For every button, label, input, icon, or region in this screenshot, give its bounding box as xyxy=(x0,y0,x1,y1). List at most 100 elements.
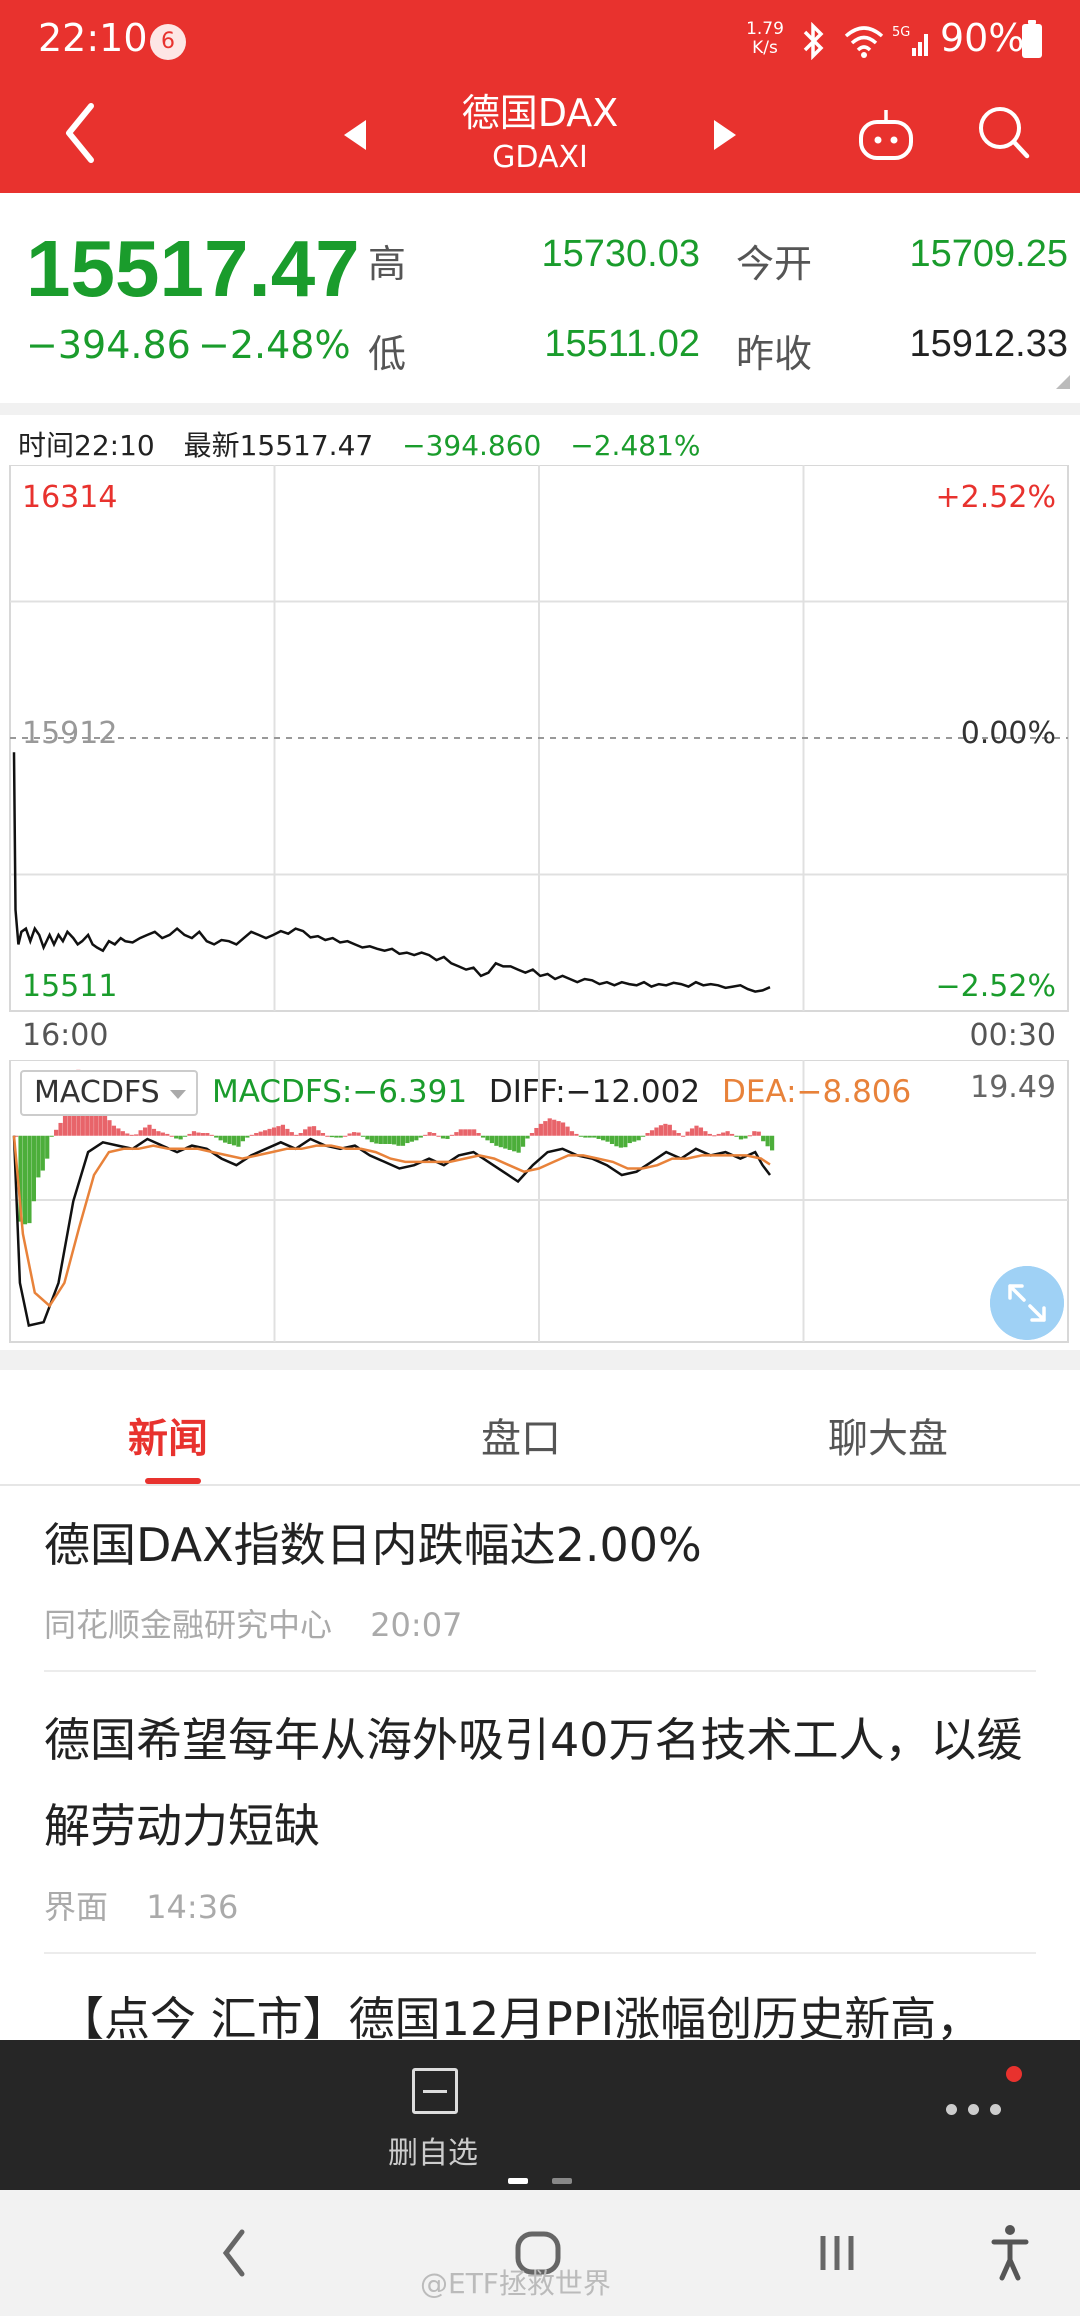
macd-bar xyxy=(116,1128,121,1136)
macd-bar xyxy=(529,1133,535,1136)
macd-bar xyxy=(392,1135,397,1145)
macd-bar xyxy=(258,1131,263,1136)
macd-bar xyxy=(111,1125,117,1136)
macd-bar xyxy=(534,1127,539,1136)
macd-bar xyxy=(685,1131,690,1136)
macd-bar xyxy=(707,1133,712,1136)
news-item-title[interactable]: 德国DAX指数日内跌幅达2.00% xyxy=(44,1518,702,1572)
macd-bar xyxy=(378,1135,383,1144)
robot-icon[interactable] xyxy=(855,106,917,166)
system-back-icon[interactable] xyxy=(210,2190,260,2316)
info-change: −394.860 xyxy=(402,429,542,462)
macd-bar xyxy=(31,1135,36,1202)
macd-bar xyxy=(725,1131,730,1136)
macd-bar xyxy=(316,1130,321,1136)
delete-watchlist-label[interactable]: 删自选 xyxy=(388,2136,478,2171)
macd-values: MACDFS:−6.391 DIFF:−12.002 DEA:−8.806 xyxy=(212,1074,923,1110)
macd-bar xyxy=(191,1131,197,1136)
news-item-title[interactable]: 【点今 汇市】德国12月PPI涨幅创历史新高， xyxy=(58,1992,983,2046)
dea-series-line xyxy=(12,1135,771,1308)
page-indicator-active xyxy=(508,2178,528,2184)
macd-bar xyxy=(414,1135,419,1141)
macd-bar xyxy=(689,1128,695,1136)
diff-value: DIFF:−12.002 xyxy=(488,1074,701,1110)
news-source: 同花顺金融研究中心 xyxy=(44,1606,333,1644)
price-change-pct: −2.48% xyxy=(198,323,351,367)
macd-bar xyxy=(94,1098,99,1136)
macd-chart[interactable] xyxy=(0,1060,1080,1346)
next-icon[interactable] xyxy=(700,112,750,158)
macd-bar xyxy=(547,1118,552,1136)
macd-bar xyxy=(267,1128,272,1136)
macd-bar xyxy=(18,1135,23,1222)
macd-bar xyxy=(716,1133,721,1136)
high-label: 高 xyxy=(368,242,407,286)
macd-bar xyxy=(449,1134,455,1136)
back-icon[interactable] xyxy=(55,98,115,168)
tab-discussion[interactable]: 聊大盘 xyxy=(828,1416,948,1462)
indicator-selector[interactable]: MACDFS xyxy=(20,1070,198,1116)
macd-bar xyxy=(703,1131,708,1136)
system-home-icon[interactable] xyxy=(510,2190,570,2316)
system-recents-icon[interactable] xyxy=(815,2190,865,2316)
last-price: 15517.47 xyxy=(26,224,360,313)
search-icon[interactable] xyxy=(975,102,1033,164)
macd-bar xyxy=(338,1135,343,1138)
prev-close-label: 昨收 xyxy=(736,332,813,376)
news-divider xyxy=(44,1952,1036,1954)
macd-bar xyxy=(160,1132,165,1136)
macd-bar xyxy=(369,1135,374,1143)
macd-bar xyxy=(387,1135,392,1144)
macd-bar xyxy=(405,1135,410,1144)
macd-bar xyxy=(120,1131,125,1136)
macd-bar xyxy=(632,1135,637,1142)
price-series-line xyxy=(12,752,771,993)
macd-bar xyxy=(187,1133,192,1136)
macd-bar xyxy=(360,1135,366,1137)
info-latest: 最新15517.47 xyxy=(183,429,374,462)
fullscreen-icon[interactable] xyxy=(990,1266,1064,1340)
tab-news[interactable]: 新闻 xyxy=(128,1416,208,1462)
intraday-price-chart[interactable]: 16314 15912 15511 +2.52% 0.00% −2.52% xyxy=(0,465,1080,1015)
dea-value: DEA:−8.806 xyxy=(721,1074,912,1110)
macd-bar xyxy=(263,1130,268,1136)
macd-bar xyxy=(605,1135,610,1142)
macd-bar xyxy=(552,1119,557,1136)
signal-5g-icon: 5G xyxy=(892,25,928,56)
macd-bar xyxy=(227,1135,232,1144)
price-max-label: 16314 xyxy=(22,480,117,515)
macd-bar xyxy=(169,1135,174,1137)
macd-bar xyxy=(218,1135,223,1141)
tab-orderbook[interactable]: 盘口 xyxy=(481,1416,561,1462)
info-change-pct: −2.481% xyxy=(570,429,701,462)
macd-bar xyxy=(592,1135,597,1138)
macd-bar xyxy=(356,1132,361,1136)
macd-bar xyxy=(294,1134,299,1136)
chevron-down-icon xyxy=(170,1090,186,1099)
expand-corner-icon[interactable] xyxy=(1056,375,1070,389)
news-item-title[interactable]: 德国希望每年从海外吸引40万名技术工人，以缓解劳动力短缺 xyxy=(44,1713,1023,1853)
macd-bar xyxy=(142,1127,148,1136)
low-value: 15511.02 xyxy=(544,323,700,365)
accessibility-icon[interactable] xyxy=(980,2190,1040,2316)
more-icon[interactable] xyxy=(940,2096,1010,2126)
macd-bar xyxy=(583,1135,588,1138)
macd-bar xyxy=(480,1135,486,1138)
macd-bar xyxy=(663,1123,668,1136)
macd-bar xyxy=(770,1135,775,1151)
macd-bar xyxy=(62,1098,68,1136)
price-prev-close-label: 15912 xyxy=(22,716,117,751)
battery-icon xyxy=(1022,20,1042,58)
macd-bar xyxy=(520,1135,526,1147)
macd-bar xyxy=(147,1124,152,1136)
macd-bar xyxy=(329,1135,334,1138)
delete-watchlist-icon[interactable] xyxy=(412,2068,458,2114)
macd-bar xyxy=(445,1135,450,1139)
macd-bar xyxy=(641,1135,646,1137)
macd-bar xyxy=(694,1125,699,1136)
macd-bar xyxy=(569,1131,575,1136)
macd-bar xyxy=(347,1133,352,1136)
macd-bar xyxy=(196,1132,201,1136)
active-tab-indicator xyxy=(145,1478,201,1484)
prev-icon[interactable] xyxy=(330,112,380,158)
